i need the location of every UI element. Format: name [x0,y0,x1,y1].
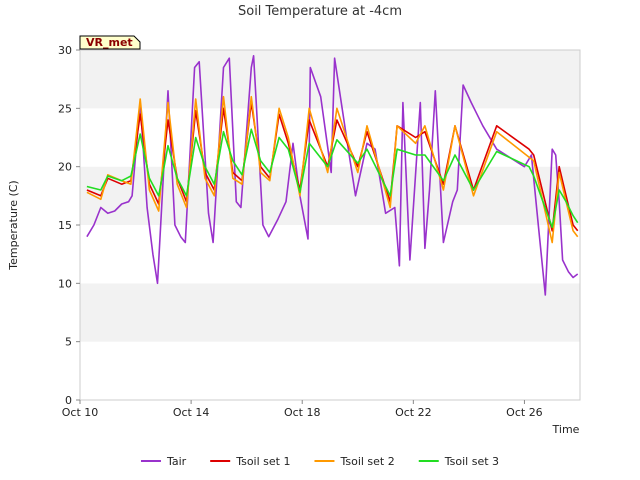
y-tick-label: 30 [58,44,72,57]
series-lines [86,54,579,296]
x-tick-label: Oct 26 [506,406,543,419]
grid-bands [80,50,580,400]
legend-label: Tsoil set 1 [235,455,290,468]
y-tick-label: 10 [58,277,72,290]
legend-item: Tair [140,455,187,468]
site-label: VR_met [86,36,133,49]
y-axis-ticks: 0 5 10 15 20 25 30 [58,44,80,407]
chart-title: Soil Temperature at -4cm [238,4,402,19]
grid-band [80,341,580,400]
legend-label: Tair [166,455,187,468]
legend-label: Tsoil set 3 [444,455,499,468]
x-tick-label: Oct 10 [62,406,99,419]
x-axis-ticks: Oct 10 Oct 14 Oct 18 Oct 22 Oct 26 [62,400,543,419]
x-tick-label: Oct 18 [284,406,321,419]
grid-band [80,50,580,109]
series-line-tsoil-set-2 [86,95,579,244]
legend-label: Tsoil set 2 [339,455,394,468]
x-tick-label: Oct 14 [173,406,210,419]
y-tick-label: 15 [58,219,72,232]
series-line-tsoil-set-3 [86,128,579,229]
y-tick-label: 25 [58,102,72,115]
legend-item: Tsoil set 2 [314,455,395,468]
x-tick-label: Oct 22 [395,406,432,419]
legend-item: Tsoil set 1 [210,455,290,468]
x-axis-title: Time [552,423,580,436]
site-label-box: VR_met [79,35,141,50]
y-tick-label: 20 [58,161,72,174]
y-tick-label: 0 [65,394,72,407]
grid-band [80,283,580,342]
legend: Tair Tsoil set 1 Tsoil set 2 Tsoil set 3 [140,455,499,468]
grid-band [80,225,580,284]
legend-item: Tsoil set 3 [418,455,499,468]
y-tick-label: 5 [65,336,72,349]
y-axis-title: Temperature (C) [7,180,20,270]
series-line-tair [86,54,579,296]
